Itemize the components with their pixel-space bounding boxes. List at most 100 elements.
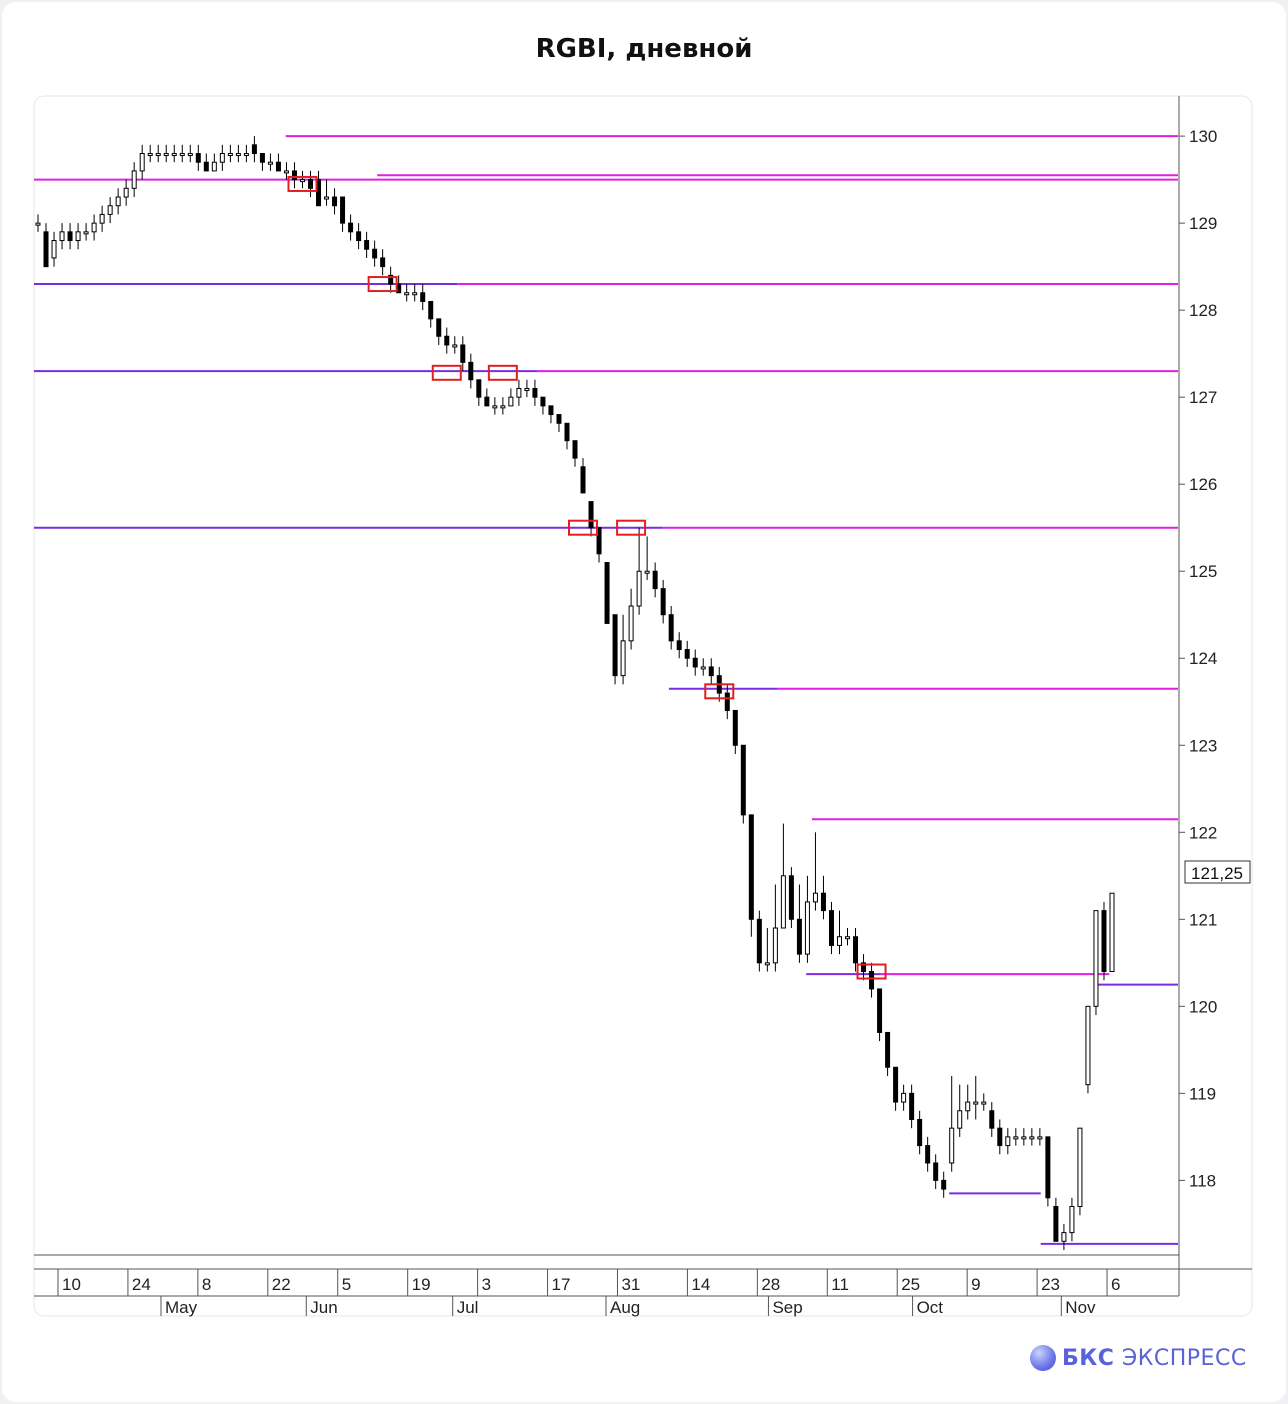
candle-31 [283,162,289,180]
candle-body [804,901,810,955]
candle-131 [1085,1005,1091,1094]
candle-body [772,927,778,964]
candle-body [877,988,883,1033]
candle-body [364,240,370,250]
candle-body [476,379,482,398]
candle-125 [1037,1128,1043,1146]
x-day-label-6: 3 [482,1275,491,1294]
candle-body [356,231,362,242]
candle-body [1109,892,1115,973]
candle-body [740,744,746,816]
candle-body [500,405,506,409]
candle-body [572,440,578,459]
candle-23 [219,144,225,171]
candle-body [163,153,169,157]
red-marker-3 [487,364,518,381]
candle-77 [652,562,658,598]
candle-119 [989,1102,995,1137]
candle-body [235,153,241,157]
candle-114 [949,1075,955,1172]
candle-104 [869,962,875,998]
candle-16 [163,144,169,163]
candle-110 [917,1110,923,1155]
candle-body [612,614,618,677]
candle-body [1061,1232,1067,1242]
candle-body [460,344,466,363]
candle-68 [580,458,586,494]
candle-49 [428,300,434,328]
candle-body [524,387,530,391]
y-tick-label-8: 122 [1189,823,1217,842]
x-day-label-1: 24 [132,1275,151,1294]
candle-62 [532,379,538,406]
candle-9 [107,197,113,224]
candle-body [99,213,105,224]
candle-body [436,318,442,337]
candle-body [828,910,834,946]
candle-37 [332,188,338,215]
candle-body [139,153,145,172]
candle-body [853,936,859,964]
x-day-label-5: 19 [412,1275,431,1294]
candle-12 [131,162,137,198]
y-tick-label-3: 127 [1189,388,1217,407]
candle-64 [548,405,554,424]
x-month-label-0: May [165,1298,198,1317]
brand-logo-group: БКС ЭКСПРЕСС [1030,1345,1247,1371]
candle-86 [724,684,730,720]
candle-body [1069,1205,1075,1234]
candle-body [556,414,562,424]
candle-121 [1005,1128,1011,1155]
candle-4 [67,223,73,250]
candle-55 [476,379,482,406]
candle-body [484,396,490,407]
candle-95 [796,884,802,963]
candle-35 [316,170,322,207]
candle-97 [812,832,818,911]
candle-body [925,1145,931,1164]
candle-44 [388,266,394,293]
candle-106 [885,1031,891,1076]
candle-100 [836,910,842,955]
candle-28 [259,153,265,171]
candle-body [316,179,322,207]
candle-70 [596,527,602,563]
candle-body [308,179,314,189]
candle-body [155,153,161,157]
candle-body [885,1031,891,1068]
candle-69 [588,501,594,537]
candle-body [67,231,73,242]
candle-90 [756,910,762,972]
candle-7 [91,214,97,241]
x-day-label-15: 6 [1111,1275,1120,1294]
candle-33 [299,170,305,189]
candle-80 [676,632,682,659]
candle-0 [35,214,41,232]
candle-41 [364,231,370,258]
candle-body [628,605,634,642]
candle-29 [267,153,273,171]
candle-133 [1101,901,1107,981]
candle-body [756,918,762,964]
candle-body [227,153,233,157]
candle-body [492,405,498,409]
x-month-label-1: Jun [310,1298,337,1317]
bks-sphere-icon [1030,1345,1056,1371]
candle-99 [828,901,834,955]
candle-body [604,562,610,624]
candle-38 [340,196,346,232]
candle-25 [235,144,241,163]
candle-6 [83,223,89,241]
candle-15 [155,144,161,163]
candle-body [179,153,185,157]
candle-78 [660,579,666,624]
candle-118 [981,1093,987,1111]
x-day-label-2: 8 [202,1275,211,1294]
candle-47 [412,284,418,302]
candle-98 [820,875,826,920]
candle-3 [59,223,65,250]
candle-body [211,161,217,172]
candle-67 [572,440,578,467]
candle-92 [772,884,778,972]
candle-91 [764,928,770,972]
